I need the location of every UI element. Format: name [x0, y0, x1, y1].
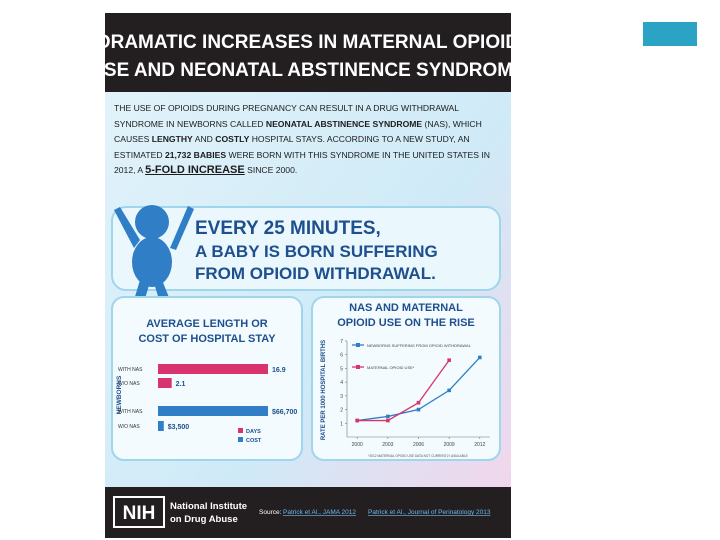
source-label: Source: — [259, 509, 282, 516]
y-tick-label: 1 — [340, 421, 343, 427]
point — [447, 388, 451, 393]
panel-title: NAS AND MATERNAL — [349, 302, 463, 314]
legend-swatch — [356, 343, 360, 347]
bar-category: WITH NAS — [118, 367, 143, 373]
y-tick-label: 5 — [340, 366, 343, 372]
intro-text: 5-FOLD INCREASE — [145, 164, 245, 176]
legend-label: NEWBORNS SUFFERING FROM OPIOID WITHDRAWA… — [367, 343, 472, 348]
point — [416, 400, 421, 405]
value-label: 2.1 — [176, 381, 186, 388]
baby-icon — [114, 205, 194, 303]
legend-label: DAYS — [246, 429, 261, 435]
point — [477, 355, 482, 360]
bar-category: WITH NAS — [118, 409, 143, 415]
panel — [111, 296, 303, 461]
legend-swatch — [238, 437, 243, 442]
legend-swatch — [356, 365, 360, 369]
line — [357, 359, 450, 422]
bar-category: W/O NAS — [118, 424, 140, 430]
x-tick-label: 2000 — [352, 442, 363, 448]
intro-text: COSTLY — [215, 134, 250, 144]
logo: NIH — [123, 503, 156, 524]
bar — [158, 421, 164, 431]
y-tick-label: 7 — [340, 339, 343, 345]
y-tick-label: 3 — [340, 394, 343, 400]
value-label: $3,500 — [168, 424, 190, 431]
banner-box — [111, 206, 501, 291]
accent-block — [643, 22, 697, 46]
banner-line: EVERY 25 MINUTES, — [195, 218, 381, 239]
intro-text: LENGTHY — [151, 134, 193, 144]
footnote: *2012 MATERNAL OPIOID USE DATA NOT CURRE… — [368, 454, 468, 458]
bar-category: W/O NAS — [118, 381, 140, 387]
panel-title: AVERAGE LENGTH OR — [146, 318, 267, 330]
y-tick-label: 2 — [340, 408, 343, 414]
banner-line: A BABY IS BORN SUFFERING — [195, 242, 438, 261]
y-tick-label: 6 — [340, 353, 343, 359]
intro-text: NEONATAL ABSTINENCE SYNDROME — [265, 118, 423, 129]
x-tick-label: 2009 — [444, 442, 455, 448]
intro-text: THE USE OF OPIOIDS DURING PREGNANCY CAN … — [114, 103, 459, 129]
intro-text: 21,732 BABIES — [164, 149, 227, 160]
source-link[interactable]: Patrick et Al., Journal of Perinatology … — [368, 509, 491, 516]
point — [355, 418, 360, 423]
bar — [158, 364, 268, 374]
intro-text: HOSPITAL STAYS. ACCORDING TO A NEW STUDY… — [114, 134, 470, 160]
point — [447, 358, 451, 362]
header-bar — [105, 13, 511, 92]
intro-text: WERE BORN WITH THIS SYNDROME IN THE UNIT… — [114, 149, 490, 176]
intro-text: SINCE 2000. — [244, 165, 298, 175]
intro-text: (NAS), WHICH CAUSES — [114, 118, 482, 145]
panel-title: OPIOID USE ON THE RISE — [337, 317, 475, 329]
x-tick-label: 2003 — [382, 442, 393, 448]
intro-text: AND — [192, 134, 216, 144]
source-link[interactable]: Patrick et Al., JAMA 2012 — [283, 509, 356, 516]
axis-label: NEWBORNS — [116, 375, 123, 414]
legend-label: COST — [246, 438, 262, 444]
legend-swatch — [238, 428, 243, 433]
title-line: USE AND NEONATAL ABSTINENCE SYNDROME — [90, 60, 526, 81]
panel-title: COST OF HOSPITAL STAY — [138, 333, 276, 345]
title-line: DRAMATIC INCREASES IN MATERNAL OPIOID — [97, 32, 519, 53]
legend-label: MATERNAL OPIOID USE* — [367, 365, 415, 370]
banner-line: FROM OPIOID WITHDRAWAL. — [195, 264, 436, 283]
x-tick-label: 2006 — [413, 442, 424, 448]
bar — [158, 378, 172, 388]
intro-paragraph: THE USE OF OPIOIDS DURING PREGNANCY CAN … — [114, 101, 506, 179]
point — [386, 418, 390, 423]
point — [386, 414, 390, 419]
point — [416, 407, 421, 412]
org-name: National Institute — [170, 501, 247, 512]
x-tick-label: 2012 — [474, 442, 485, 448]
bar — [158, 406, 268, 416]
value-label: 16.9 — [272, 367, 286, 374]
y-tick-label: 4 — [340, 380, 343, 386]
footer-bar — [105, 487, 511, 538]
org-name: on Drug Abuse — [170, 514, 238, 525]
logo-frame — [113, 496, 165, 528]
value-label: $66,700 — [272, 409, 297, 416]
axis-label: RATE PER 1000 HOSPITAL BIRTHS — [321, 340, 327, 440]
